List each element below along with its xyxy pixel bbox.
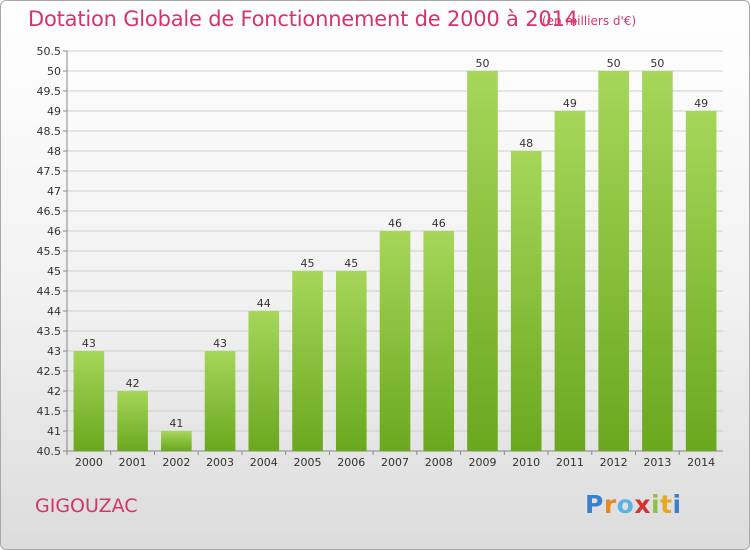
logo-letter: x: [634, 490, 651, 519]
bar-2010: [510, 151, 542, 451]
x-tick-label: 2010: [512, 456, 540, 469]
y-tick-label: 49.5: [37, 85, 62, 98]
y-tick-label: 43: [47, 345, 61, 358]
y-tick-label: 50: [47, 65, 61, 78]
data-label: 46: [432, 217, 446, 230]
y-tick-label: 44: [47, 305, 61, 318]
bar-2014: [685, 111, 717, 451]
y-tick-labels: 40.5 41 41.5 42 42.5 43 43.5 44 44.5 45 45.5 46 46.5…: [37, 45, 62, 458]
x-tick-label: 2014: [687, 456, 715, 469]
y-tick-label: 42.5: [37, 365, 62, 378]
x-tick-label: 2000: [75, 456, 103, 469]
data-label: 50: [607, 57, 621, 70]
y-tick-label: 49: [47, 105, 61, 118]
chart-unit: (en milliers d'€): [542, 14, 637, 28]
data-label: 50: [475, 57, 489, 70]
data-label: 45: [344, 257, 358, 270]
commune-name: GIGOUZAC: [35, 495, 138, 517]
y-tick-label: 46.5: [37, 205, 62, 218]
x-tick-label: 2006: [337, 456, 365, 469]
data-label: 43: [82, 337, 96, 350]
data-label: 44: [257, 297, 271, 310]
data-label: 45: [301, 257, 315, 270]
logo-letter: i: [651, 490, 661, 519]
y-tick-label: 44.5: [37, 285, 62, 298]
bars: [73, 71, 717, 451]
logo-letter: r: [603, 490, 617, 519]
x-tick-label: 2001: [119, 456, 147, 469]
y-tick-label: 45.5: [37, 245, 62, 258]
y-tick-label: 41.5: [37, 405, 62, 418]
y-tick-label: 43.5: [37, 325, 62, 338]
bar-2011: [554, 111, 586, 451]
bar-2009: [467, 71, 498, 451]
x-tick-label: 2007: [381, 456, 409, 469]
data-label: 50: [650, 57, 664, 70]
bar-2005: [292, 271, 323, 451]
y-tick-label: 46: [47, 225, 61, 238]
bar-2004: [248, 311, 280, 451]
data-label: 41: [169, 417, 183, 430]
data-label: 49: [563, 97, 577, 110]
logo-letter: i: [672, 490, 682, 519]
y-tick-label: 48: [47, 145, 61, 158]
y-tick-label: 50.5: [37, 45, 62, 58]
y-tick-label: 41: [47, 425, 61, 438]
bar-2007: [379, 231, 411, 451]
logo-letter: t: [660, 490, 673, 519]
bar-2000: [73, 351, 105, 451]
proxiti-logo[interactable]: Proxiti: [585, 490, 682, 519]
x-tick-label: 2003: [206, 456, 234, 469]
data-label: 48: [519, 137, 533, 150]
x-tick-label: 2004: [250, 456, 278, 469]
y-tick-label: 45: [47, 265, 61, 278]
bar-2006: [335, 271, 367, 451]
y-tick-label: 40.5: [37, 445, 62, 458]
logo-letter: o: [616, 490, 635, 519]
data-labels: 43 42 41 43 44 45 45 46 46 50 48 49 50 50 49: [82, 57, 708, 430]
x-tick-labels: 2000 2001 2002 2003 2004 2005 2006 2007 2008 2009…: [75, 456, 715, 469]
data-label: 42: [126, 377, 140, 390]
logo-letter: P: [585, 490, 604, 519]
x-tick-label: 2008: [425, 456, 453, 469]
x-tick-label: 2009: [468, 456, 496, 469]
x-tick-label: 2013: [643, 456, 671, 469]
x-tick-label: 2011: [556, 456, 584, 469]
bar-2002: [161, 431, 192, 451]
bar-2012: [598, 71, 629, 451]
bar-2001: [117, 391, 148, 451]
x-tick-label: 2005: [294, 456, 322, 469]
y-tick-label: 42: [47, 385, 61, 398]
chart-title: Dotation Globale de Fonctionnement de 20…: [28, 7, 578, 31]
y-tick-label: 47: [47, 185, 61, 198]
y-tick-label: 47.5: [37, 165, 62, 178]
y-tick-label: 48.5: [37, 125, 62, 138]
bar-2013: [642, 71, 673, 451]
x-tick-label: 2012: [600, 456, 628, 469]
bar-2003: [204, 351, 236, 451]
x-tick-label: 2002: [162, 456, 190, 469]
bar-2008: [423, 231, 455, 451]
data-label: 49: [694, 97, 708, 110]
data-label: 43: [213, 337, 227, 350]
data-label: 46: [388, 217, 402, 230]
